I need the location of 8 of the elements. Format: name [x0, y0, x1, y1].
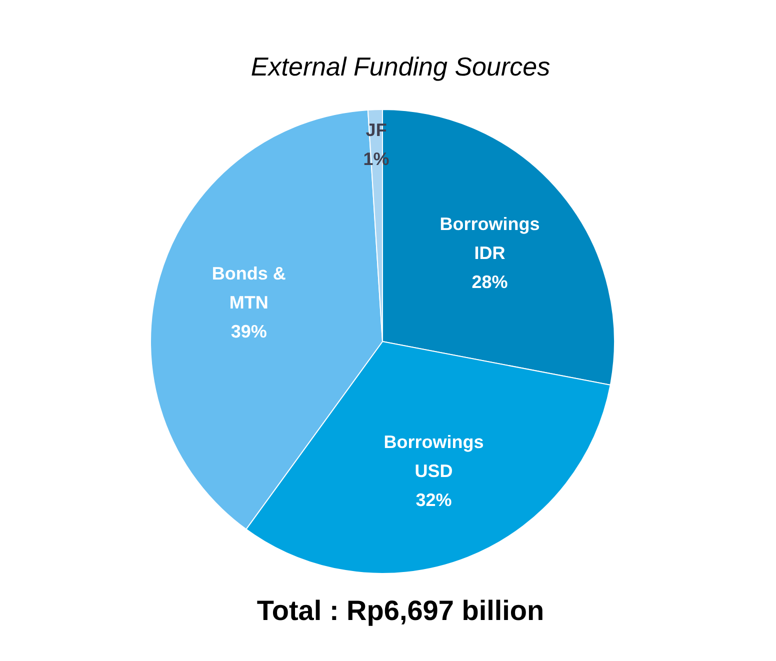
slice-label: Bonds & MTN — [212, 264, 286, 313]
chart-title: External Funding Sources — [250, 52, 550, 82]
data-label: 32% — [416, 490, 452, 510]
text: Total : Rp6,697 billion — [256, 595, 544, 626]
slice-label: Borrowings IDR — [440, 214, 540, 263]
data-label: 39% — [230, 322, 267, 342]
slice-label: Borrowings USD — [384, 432, 484, 481]
data-label: 28% — [472, 272, 508, 292]
